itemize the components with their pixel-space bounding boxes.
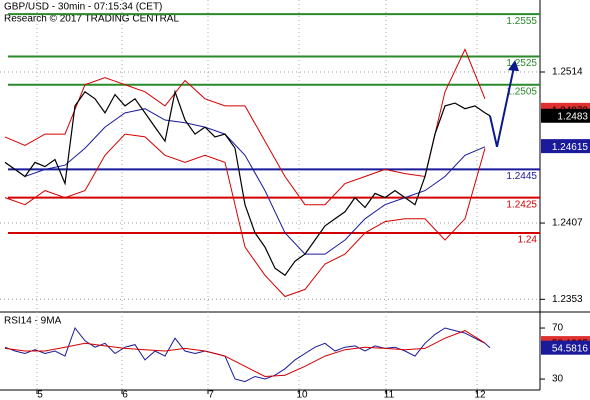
panel-title: RSI14 - 9MA	[4, 316, 62, 327]
y-tick-label: 1.2407	[552, 218, 583, 229]
projection-arrowhead	[508, 60, 519, 72]
price-line	[4, 89, 491, 277]
x-tick-label: 7	[208, 390, 214, 400]
price-tag-label: 54.5816	[552, 343, 589, 354]
price-tag	[541, 108, 590, 123]
level-label: 1.2425	[506, 199, 537, 210]
level-label: 1.2525	[506, 58, 537, 69]
chart-title: GBP/USD - 30min - 07:15:34 (CET)	[4, 2, 162, 13]
y-tick-label: 1.2353	[552, 294, 583, 305]
rsi-ma-line	[4, 330, 486, 378]
y-tick-label: 1.2514	[552, 67, 583, 78]
y-tick-label: 30	[552, 374, 564, 385]
price-tag-label: 1.2483	[557, 111, 588, 122]
bollinger-lower	[4, 133, 486, 298]
level-label: 1.2505	[506, 86, 537, 97]
bollinger-upper	[4, 48, 486, 206]
level-label: 1.2445	[506, 171, 537, 182]
x-tick-label: 5	[37, 390, 43, 400]
y-tick-label: 70	[552, 323, 564, 334]
price-tag	[541, 139, 590, 154]
x-tick-label: 6	[122, 390, 128, 400]
level-label: 1.2555	[506, 16, 537, 27]
rsi-line	[4, 326, 491, 383]
x-tick-label: 12	[474, 390, 486, 400]
x-tick-label: 11	[384, 390, 395, 400]
level-label: 1.24	[518, 235, 538, 246]
x-tick-label: 10	[296, 390, 308, 400]
price-tag-label: 1.24615	[552, 142, 589, 153]
chart-subtitle: Research © 2017 TRADING CENTRAL	[4, 14, 179, 25]
projection-line	[489, 61, 516, 148]
price-tag	[541, 340, 590, 355]
